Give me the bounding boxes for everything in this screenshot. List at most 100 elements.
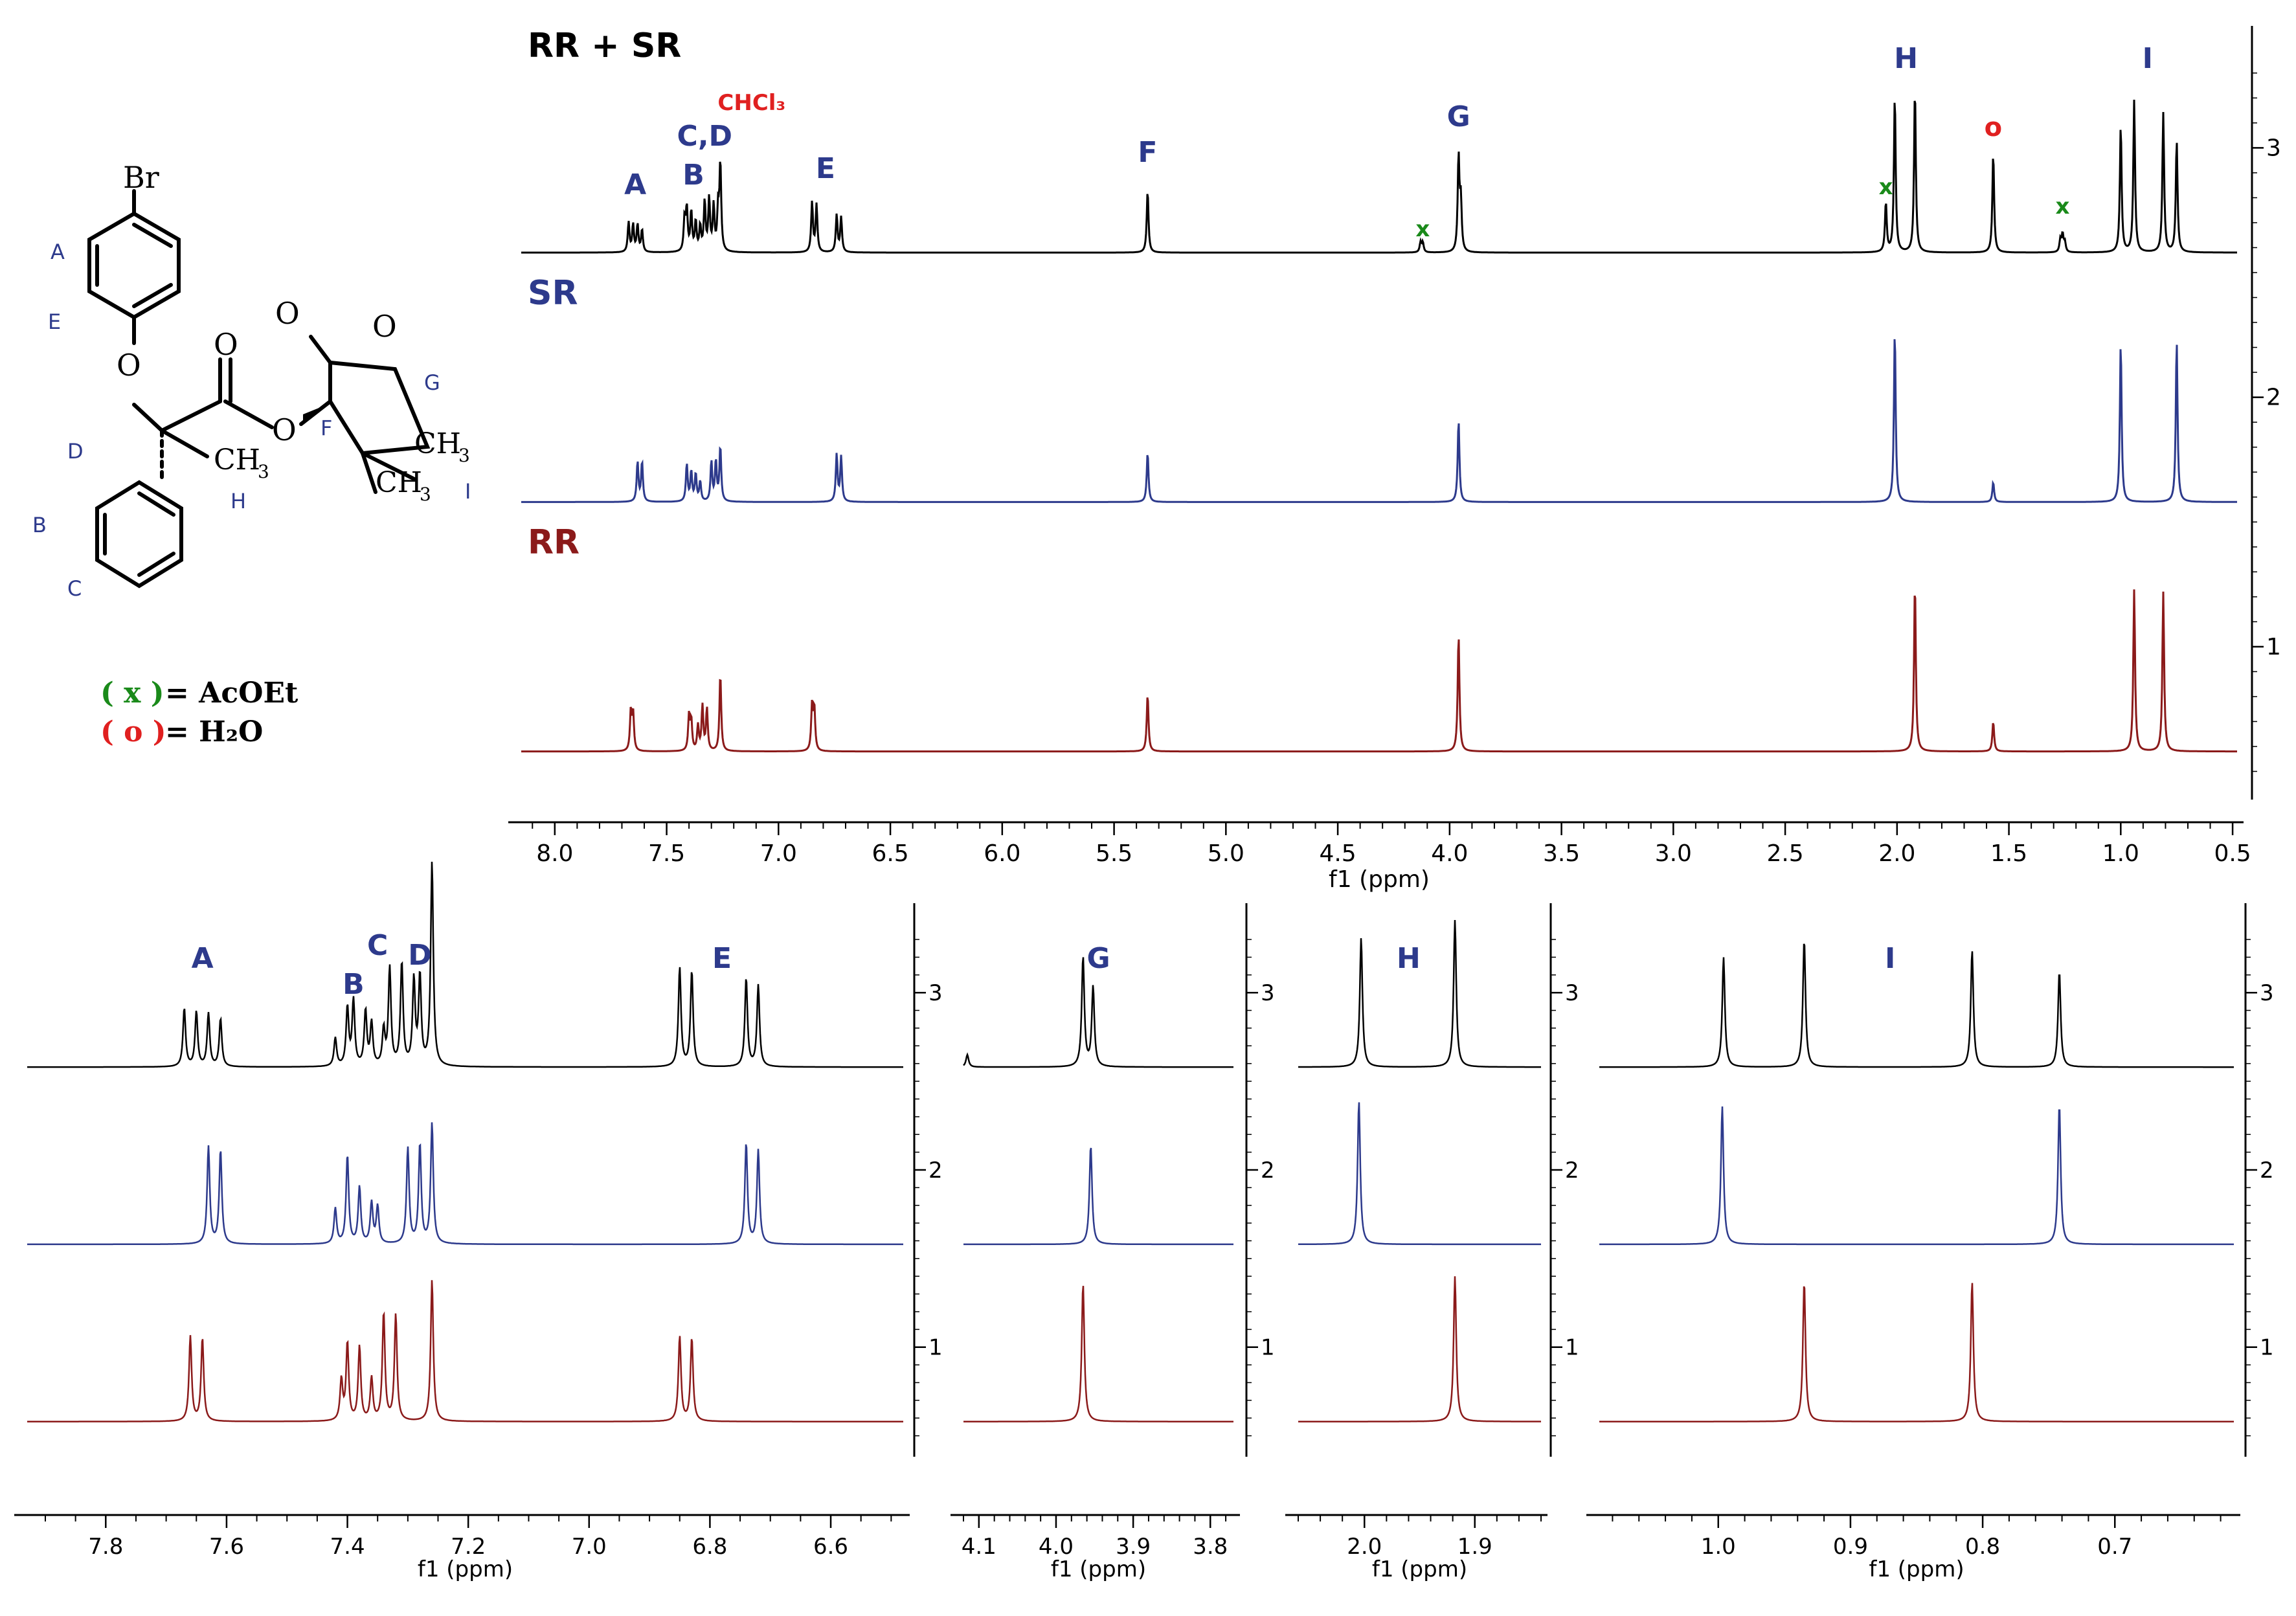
x-tick-label: 1.9 — [1458, 1534, 1492, 1560]
peak-point — [196, 1012, 197, 1013]
peak-point — [758, 985, 759, 986]
x-tick-label: 7.5 — [648, 840, 685, 867]
x-axis-label: f1 (ppm) — [1329, 866, 1430, 893]
spectrum-panel-2: 7.8 7.6 7.4 7.2 7.0 6.8 6.6 f1 (ppm) 1 2 3 A CB D E — [14, 861, 943, 1582]
peak-point — [2059, 1104, 2060, 1105]
legend-x-marker: ( x ) — [100, 677, 164, 710]
peak-point — [814, 709, 815, 710]
peak-point — [401, 964, 402, 965]
peak-annotation: C,D — [677, 120, 733, 153]
peak-point — [1420, 242, 1421, 243]
molecule-structure — [87, 189, 431, 589]
peak-annotation: E — [712, 942, 732, 975]
peak-annotation: x — [1415, 216, 1430, 242]
x-tick-label: 1.0 — [1701, 1534, 1736, 1560]
x-tick-label: 4.1 — [962, 1534, 996, 1560]
oxygen-lactone-carbonyl-label: O — [275, 296, 300, 331]
spectra-panels: 8.0 7.5 7.0 6.5 6.0 5.5 5.0 4.5 4.0 3.5 3.0 2.5 2.0 1… — [14, 26, 2281, 1582]
peak-annotation: RR — [528, 523, 580, 562]
methyl-subscript-1: 3 — [258, 461, 269, 482]
y-tick-label: 3 — [929, 980, 943, 1006]
peak-annotation: I — [2143, 42, 2153, 75]
peak-point — [689, 716, 690, 717]
x-axis-label: f1 (ppm) — [1869, 1556, 1964, 1582]
series-trace-sr — [963, 1147, 1233, 1246]
peak-point — [816, 205, 817, 206]
peak-annotation: x — [1879, 174, 1893, 200]
legend-x-text: = AcOEt — [165, 677, 298, 710]
x-axis-label: f1 (ppm) — [1051, 1556, 1146, 1582]
peak-point — [1804, 1281, 1805, 1282]
y-tick-label: 2 — [1565, 1158, 1579, 1184]
y-tick-label: 3 — [2260, 980, 2274, 1006]
spectrum-panel-1: 8.0 7.5 7.0 6.5 6.0 5.5 5.0 4.5 4.0 3.5 3.0 2.5 2.0 1… — [508, 26, 2281, 893]
series-trace-rr — [27, 1280, 903, 1422]
y-tick-label: 3 — [2266, 135, 2281, 161]
legend-o-text: = H₂O — [165, 715, 263, 748]
series-trace-rr — [1298, 1276, 1541, 1422]
peak-point — [2059, 971, 2060, 972]
x-tick-label: 7.2 — [451, 1534, 486, 1560]
series-trace-rr-sr — [1599, 943, 2234, 1068]
peak-annotation: SR — [528, 274, 578, 313]
peak-point — [365, 1012, 366, 1013]
x-tick-label: 7.0 — [760, 840, 797, 867]
x-tick-label: 2.0 — [1878, 840, 1915, 867]
peak-annotation: A — [192, 942, 214, 975]
series-trace-sr — [27, 1122, 903, 1246]
proton-label-F: F — [321, 416, 332, 440]
peak-point — [371, 1024, 372, 1025]
proton-label-I: I — [465, 479, 471, 504]
peak-annotation: G — [1086, 942, 1110, 975]
peak-annotation: A — [624, 168, 646, 201]
proton-label-E: E — [48, 309, 61, 334]
peak-annotation: CHCl₃ — [717, 90, 785, 116]
peak-point — [1455, 1276, 1456, 1277]
x-tick-label: 6.8 — [692, 1534, 727, 1560]
series-trace-rr-sr — [521, 99, 2237, 254]
peak-point — [347, 1343, 348, 1344]
proton-labels: A E D B C H F G I — [32, 240, 471, 601]
y-tick-label: 2 — [929, 1158, 943, 1184]
peak-point — [347, 1008, 348, 1009]
x-axis-label: f1 (ppm) — [1372, 1556, 1467, 1582]
oxygen-ester-label: O — [272, 412, 297, 447]
peak-point — [1458, 157, 1459, 158]
y-tick-label: 2 — [2266, 385, 2281, 411]
peak-point — [432, 1279, 433, 1280]
x-tick-label: 0.7 — [2097, 1534, 2132, 1560]
peak-point — [691, 472, 692, 473]
x-tick-label: 2.0 — [1347, 1534, 1382, 1560]
x-tick-label: 5.0 — [1208, 840, 1244, 867]
peak-annotation: H — [1894, 42, 1918, 75]
peak-point — [341, 1380, 342, 1381]
y-tick-label: 1 — [1261, 1335, 1275, 1361]
peak-point — [1147, 694, 1148, 695]
x-tick-label: 3.8 — [1193, 1534, 1228, 1560]
series-trace-rr — [1599, 1283, 2234, 1422]
peak-point — [841, 457, 842, 458]
series-trace-rr-sr — [27, 861, 903, 1068]
proton-label-C: C — [67, 576, 82, 601]
peak-point — [695, 222, 696, 223]
x-tick-label: 4.0 — [1431, 840, 1468, 867]
y-tick-label: 1 — [2266, 634, 2281, 660]
series-trace-sr — [1298, 1102, 1541, 1246]
peak-point — [1147, 452, 1148, 453]
x-tick-label: 7.6 — [209, 1534, 244, 1560]
oxygen-carbonyl-label: O — [214, 327, 238, 362]
peak-annotation: C — [367, 929, 388, 962]
y-tick-label: 3 — [1565, 980, 1579, 1006]
impurity-legend: ( x ) = AcOEt ( o ) = H₂O — [100, 677, 298, 748]
peak-annotation: x — [2056, 194, 2070, 219]
peak-point — [1993, 721, 1994, 722]
peak-point — [1723, 957, 1724, 958]
peak-point — [432, 863, 433, 864]
x-tick-label: 1.0 — [2102, 840, 2139, 867]
series-trace-rr — [521, 589, 2237, 753]
x-tick-label: 8.0 — [536, 840, 573, 867]
lactone-ring — [328, 360, 431, 456]
peak-point — [2176, 340, 2177, 341]
series-trace-sr — [521, 339, 2237, 503]
peak-point — [353, 1001, 354, 1002]
